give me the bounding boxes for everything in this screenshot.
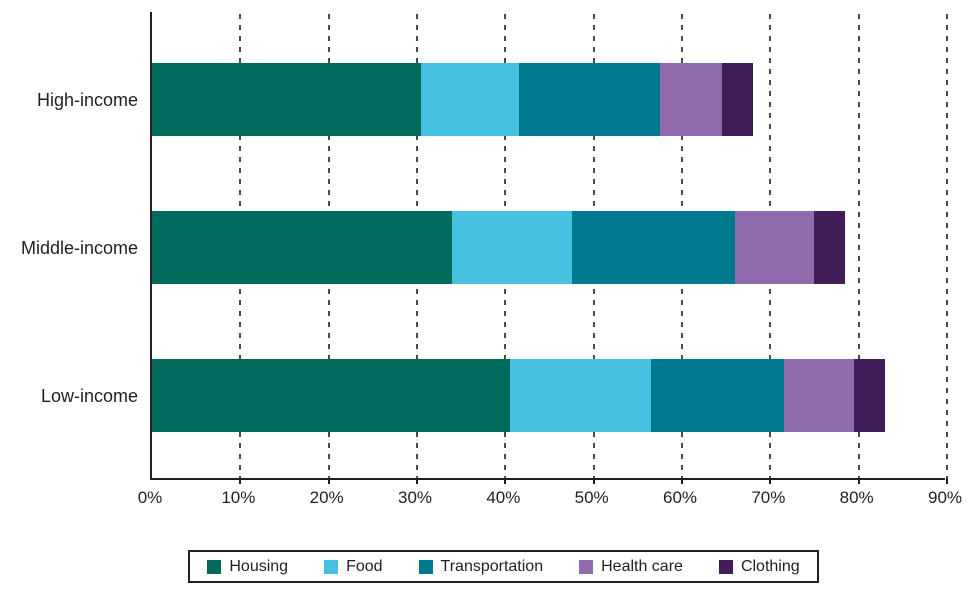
x-axis-tick [327,478,330,484]
legend-swatch-health-care [579,559,594,574]
x-tick-label-60%: 60% [662,488,698,507]
chart-legend: Housing Food Transportation Health care Clot… [188,550,819,583]
bar-row-high-income [152,63,753,136]
bar-segment-high-income-clothing [721,63,753,136]
x-tick-label-0%: 0% [137,488,163,507]
legend-entry-transportation: Transportation [418,557,544,576]
category-label-middle-income: Middle-income [20,237,138,258]
x-axis-tick [416,478,418,484]
bar-segment-low-income-food [509,359,652,432]
x-tick-label-90%: 90% [927,488,963,507]
bar-row-low-income [152,359,886,432]
legend-entry-food: Food [324,557,383,576]
legend-swatch-transportation [418,559,433,574]
x-tick-label-40%: 40% [486,488,521,507]
x-tick-label-50%: 50% [574,488,609,507]
x-axis-tick [504,478,507,484]
legend-swatch-clothing [718,559,733,574]
legend-entry-clothing: Clothing [718,557,800,576]
bar-segment-middle-income-food [452,211,572,284]
x-axis-tick [946,478,948,484]
legend-label-transportation: Transportation [440,557,544,575]
bar-segment-middle-income-transportation [571,211,735,284]
bar-segment-low-income-health-care [783,359,855,432]
bar-segment-middle-income-health-care [734,211,815,284]
category-label-low-income: Low-income [40,385,138,406]
x-axis-tick [857,478,860,484]
x-tick-label-30%: 30% [397,488,433,507]
x-axis-tick [592,478,595,484]
legend-label-clothing: Clothing [740,557,800,575]
x-axis-tick [681,478,683,484]
gridline-80% [857,14,860,478]
category-label-high-income: High-income [36,89,138,110]
x-axis-tick [239,478,242,484]
bar-segment-middle-income-clothing [814,211,846,284]
bar-segment-high-income-transportation [518,63,660,136]
legend-swatch-housing [207,559,222,574]
x-tick-label-10%: 10% [221,488,256,507]
x-tick-label-70%: 70% [751,488,786,507]
legend-entry-housing: Housing [207,558,288,576]
bar-segment-high-income-housing [152,63,422,136]
plot-area [150,12,948,484]
bar-segment-low-income-housing [152,359,510,432]
legend-entry-health-care: Health care [579,558,683,576]
legend-swatch-food [324,559,339,574]
legend-label-health-care: Health care [601,557,683,575]
bar-segment-high-income-health-care [659,63,722,136]
x-axis-tick [769,478,772,484]
x-tick-label-20%: 20% [309,488,344,507]
bar-segment-low-income-transportation [651,359,784,432]
gridline-90% [946,14,948,478]
legend-label-housing: Housing [229,557,289,575]
x-tick-label-80%: 80% [839,488,874,507]
bar-segment-middle-income-housing [152,211,453,284]
bar-segment-low-income-clothing [854,359,886,432]
legend-label-food: Food [346,557,383,575]
bar-row-middle-income [152,211,846,284]
bar-segment-high-income-food [421,63,519,136]
